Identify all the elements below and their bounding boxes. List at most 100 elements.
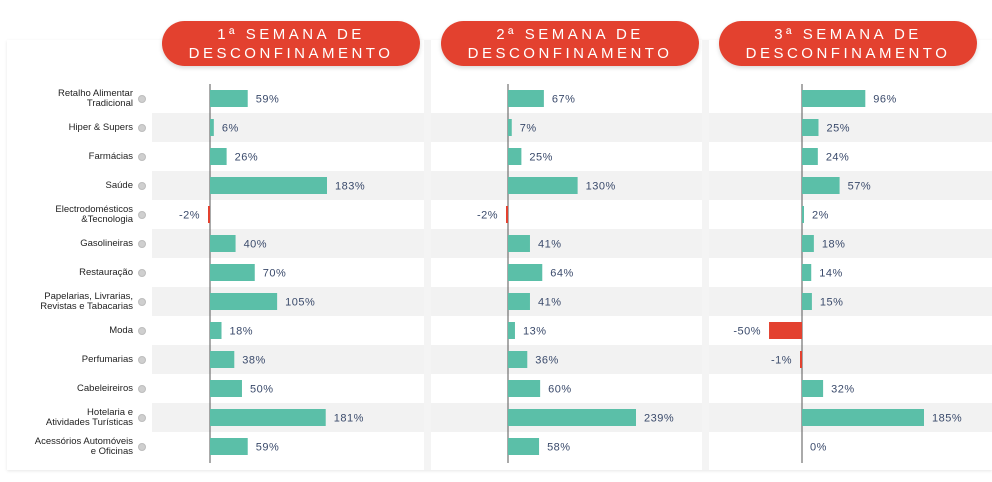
row-stripe <box>152 287 992 316</box>
header-week-1-line2: DESCONFINAMENTO <box>188 45 394 62</box>
data-label: 18% <box>822 239 846 251</box>
category-label: Hiper & Supers <box>68 121 133 133</box>
header-week-1-line1: 1ª SEMANA DE <box>217 26 365 43</box>
row-stripe <box>152 345 992 374</box>
category-row: Acessórios Automóveis e Oficinas <box>7 432 152 461</box>
bar <box>210 380 242 397</box>
bar <box>508 235 530 252</box>
bar <box>506 206 508 223</box>
header-week-2-line1: 2ª SEMANA DE <box>496 26 644 43</box>
category-row: Perfumarias <box>7 345 152 374</box>
category-column <box>7 40 152 470</box>
info-dot-icon <box>138 123 146 132</box>
data-label: 0% <box>810 442 827 454</box>
info-dot-icon <box>138 413 146 422</box>
bar <box>208 206 210 223</box>
category-label: Restauração <box>79 266 133 278</box>
row-stripe <box>152 229 992 258</box>
row-stripe <box>152 113 992 142</box>
category-label: Retalho Alimentar Tradicional <box>58 87 133 109</box>
category-row: Moda <box>7 316 152 345</box>
bar <box>802 380 824 397</box>
bar <box>800 351 802 368</box>
header-week-2: 2ª SEMANA DE DESCONFINAMENTO <box>441 21 699 66</box>
data-label: 13% <box>523 326 547 338</box>
category-row: Electrodomésticos &Tecnologia <box>7 200 152 229</box>
data-label: 96% <box>873 94 897 106</box>
category-row: Saúde <box>7 171 152 200</box>
category-row: Retalho Alimentar Tradicional <box>7 84 152 113</box>
data-label: 50% <box>250 384 274 396</box>
data-label: 70% <box>263 268 287 280</box>
category-row: Hotelaria e Atividades Turísticas <box>7 403 152 432</box>
category-label: Electrodomésticos &Tecnologia <box>55 203 133 225</box>
bar <box>508 409 636 426</box>
bar <box>210 351 235 368</box>
bar <box>210 148 227 165</box>
category-label: Farmácias <box>88 150 133 162</box>
data-label: 67% <box>552 94 576 106</box>
info-dot-icon <box>138 239 146 248</box>
header-week-3-line1: 3ª SEMANA DE <box>774 26 922 43</box>
bar <box>210 119 214 136</box>
bar <box>802 119 819 136</box>
bar <box>210 293 278 310</box>
bar <box>508 380 541 397</box>
bar <box>210 235 236 252</box>
bar <box>508 322 515 339</box>
bar <box>508 177 578 194</box>
category-label: Moda <box>109 324 133 336</box>
category-row: Hiper & Supers <box>7 113 152 142</box>
data-label: 57% <box>848 181 872 193</box>
data-label: 41% <box>538 297 562 309</box>
data-label: 38% <box>242 355 266 367</box>
info-dot-icon <box>138 94 146 103</box>
category-label: Perfumarias <box>81 353 133 365</box>
bar <box>210 90 248 107</box>
data-label: 183% <box>335 181 365 193</box>
data-label: 58% <box>547 442 571 454</box>
bar <box>210 177 327 194</box>
data-label: 25% <box>529 152 553 164</box>
bar <box>210 264 255 281</box>
bar <box>210 438 248 455</box>
data-label: -2% <box>179 210 200 222</box>
data-label: 25% <box>826 123 850 135</box>
panel-gap <box>702 40 709 470</box>
data-label: 181% <box>334 413 364 425</box>
header-week-3-line2: DESCONFINAMENTO <box>745 45 951 62</box>
header-week-2-line2: DESCONFINAMENTO <box>467 45 673 62</box>
info-dot-icon <box>138 181 146 190</box>
info-dot-icon <box>138 442 146 451</box>
bar <box>802 90 866 107</box>
category-row: Gasolineiras <box>7 229 152 258</box>
bar <box>802 235 814 252</box>
header-week-3: 3ª SEMANA DE DESCONFINAMENTO <box>719 21 977 66</box>
data-label: 7% <box>520 123 537 135</box>
data-label: 2% <box>812 210 829 222</box>
data-label: -2% <box>477 210 498 222</box>
category-label: Gasolineiras <box>80 237 133 249</box>
category-row: Restauração <box>7 258 152 287</box>
data-label: 15% <box>820 297 844 309</box>
bar <box>802 409 924 426</box>
info-dot-icon <box>138 326 146 335</box>
category-row: Farmácias <box>7 142 152 171</box>
data-label: 14% <box>819 268 843 280</box>
bar <box>210 409 326 426</box>
info-dot-icon <box>138 297 146 306</box>
bar <box>802 293 812 310</box>
data-label: -50% <box>733 326 761 338</box>
bar <box>802 206 804 223</box>
data-label: 185% <box>932 413 962 425</box>
bar <box>802 148 818 165</box>
data-label: 60% <box>548 384 572 396</box>
bar <box>508 438 540 455</box>
category-row: Papelarias, Livrarias, Revistas e Tabaca… <box>7 287 152 316</box>
bar <box>508 351 528 368</box>
bar <box>508 148 522 165</box>
data-label: 36% <box>535 355 559 367</box>
bar <box>508 264 543 281</box>
bar <box>769 322 802 339</box>
data-label: 105% <box>285 297 315 309</box>
